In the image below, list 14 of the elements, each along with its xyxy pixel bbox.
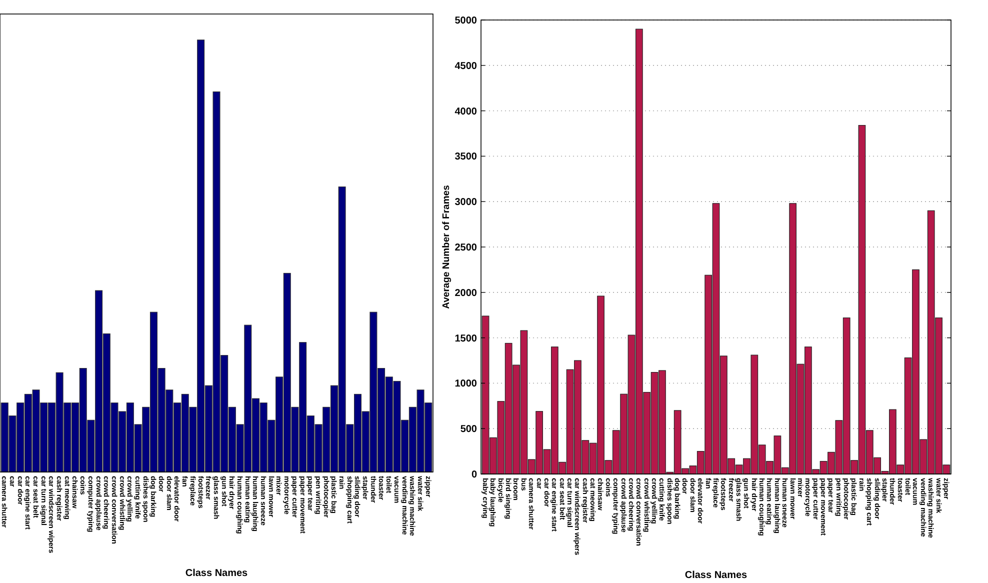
x-axis-title: Class Names [684,570,748,581]
y-axis-title: Average Number of Frames [441,185,452,309]
y-tick-label: 1500 [454,333,478,344]
y-tick-label: 4500 [454,60,478,72]
y-tick-label: 4000 [454,106,478,118]
x-axis-title: Class Names [185,568,248,579]
y-tick-label: 1000 [454,378,478,390]
y-tick-label: 0 [471,470,478,480]
y-tick-label: 2000 [454,288,478,299]
y-tick-label: 3500 [454,152,478,163]
y-tick-label: 500 [460,424,478,436]
y-tick-label: 3000 [454,197,478,208]
y-tick-label: 5000 [454,16,478,26]
y-tick-label: 2500 [454,242,478,254]
